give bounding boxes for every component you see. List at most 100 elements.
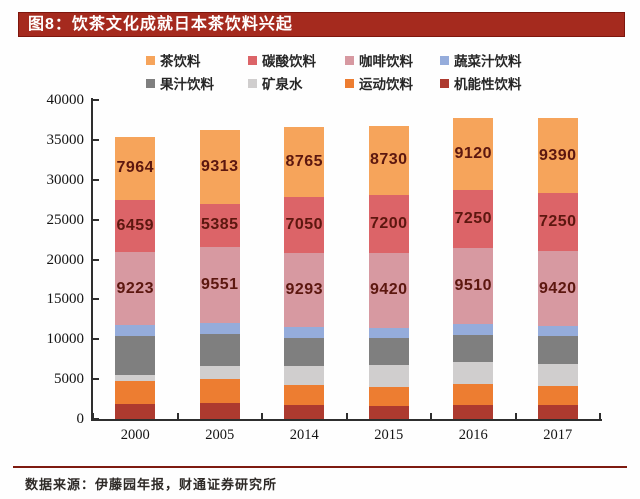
y-tick <box>93 378 99 381</box>
bar-value-label: 7250 <box>538 213 577 231</box>
x-tick <box>176 413 179 419</box>
bar-segment-functional-drinks <box>537 405 578 419</box>
x-tick <box>599 413 601 419</box>
x-axis-label: 2000 <box>120 427 150 443</box>
legend-label: 碳酸饮料 <box>262 54 316 69</box>
bar-segment-fruit-juice <box>537 336 578 365</box>
bar-segment-sports-drinks <box>199 379 240 404</box>
divider-line <box>13 466 627 468</box>
bar-segment-sports-drinks <box>537 385 578 406</box>
bar-segment-mineral-water <box>199 365 240 380</box>
bar-segment-coffee-drinks <box>453 248 494 324</box>
x-tick <box>345 413 348 419</box>
legend-label: 茶饮料 <box>160 54 201 69</box>
bar-segment-tea-drinks <box>368 125 409 196</box>
bar-value-label: 9223 <box>116 279 155 297</box>
legend-swatch-icon <box>146 78 155 88</box>
legend-item: 果汁饮料 <box>146 75 214 92</box>
legend-label: 机能性饮料 <box>454 77 522 92</box>
bar-value-label: 7200 <box>369 214 408 232</box>
bar-segment-carbonated-drinks <box>368 195 409 253</box>
bar-value-label: 9551 <box>200 275 239 293</box>
bar-value-label: 6459 <box>116 216 155 234</box>
y-axis-label: 35000 <box>46 131 85 148</box>
bar-segment-tea-drinks <box>284 127 325 197</box>
bar-segment-vegetable-juice <box>284 327 325 338</box>
legend-item: 运动饮料 <box>345 75 413 92</box>
legend-item: 茶饮料 <box>146 52 201 69</box>
legend-swatch-icon <box>248 78 257 88</box>
y-tick <box>93 338 99 341</box>
x-axis-line <box>91 419 602 421</box>
bar-segment-vegetable-juice <box>537 326 578 337</box>
bar-segment-vegetable-juice <box>453 323 494 336</box>
legend-swatch-icon <box>440 55 449 65</box>
data-source: 数据来源：伊藤园年报，财通证券研究所 <box>25 477 278 492</box>
y-tick <box>93 418 99 420</box>
bar-segment-mineral-water <box>115 375 156 382</box>
bar-value-label: 9293 <box>285 281 324 299</box>
bar-segment-functional-drinks <box>115 403 156 419</box>
y-tick <box>93 218 99 221</box>
bar-segment-tea-drinks <box>115 136 156 201</box>
legend-swatch-icon <box>440 78 449 88</box>
figure-title: 图8：饮茶文化成就日本茶饮料兴起 <box>28 16 293 33</box>
bar-value-label: 9420 <box>369 281 408 299</box>
bar-segment-carbonated-drinks <box>453 190 494 249</box>
bar-segment-sports-drinks <box>453 384 494 405</box>
bar-segment-coffee-drinks <box>115 251 156 326</box>
bar-segment-vegetable-juice <box>115 325 156 337</box>
y-axis-line <box>91 98 93 421</box>
bar-segment-vegetable-juice <box>199 322 240 334</box>
y-tick <box>93 178 99 181</box>
x-tick <box>261 413 263 419</box>
legend-label: 蔬菜汁饮料 <box>454 54 522 69</box>
x-tick <box>514 413 517 419</box>
legend-swatch-icon <box>345 78 354 88</box>
legend-swatch-icon <box>345 55 354 65</box>
x-tick <box>430 413 432 419</box>
bar-segment-fruit-juice <box>284 337 325 366</box>
bar-value-label: 7964 <box>116 159 155 177</box>
y-axis-label: 15000 <box>46 291 85 308</box>
y-axis-label: 10000 <box>46 331 85 348</box>
bar-segment-functional-drinks <box>284 405 325 419</box>
bar-segment-tea-drinks <box>537 118 578 194</box>
bar-value-label: 7250 <box>454 210 493 228</box>
bar-segment-mineral-water <box>368 365 409 388</box>
bar-segment-carbonated-drinks <box>537 193 578 252</box>
bar-segment-coffee-drinks <box>284 253 325 328</box>
x-tick <box>92 413 94 419</box>
y-tick <box>93 258 99 261</box>
x-axis-label: 2015 <box>374 427 404 443</box>
y-axis-label: 40000 <box>46 92 85 108</box>
bar-segment-carbonated-drinks <box>284 196 325 254</box>
bar-segment-functional-drinks <box>453 404 494 419</box>
legend-item: 机能性饮料 <box>440 75 522 92</box>
legend-item: 蔬菜汁饮料 <box>440 52 522 69</box>
bar-segment-coffee-drinks <box>368 252 409 328</box>
legend-label: 矿泉水 <box>262 77 303 92</box>
bar-segment-sports-drinks <box>368 387 409 407</box>
bar-value-label: 9313 <box>200 157 239 175</box>
y-axis-label: 30000 <box>46 171 85 188</box>
bar-segment-fruit-juice <box>115 336 156 376</box>
bar-segment-mineral-water <box>453 362 494 385</box>
bar-value-label: 9420 <box>538 279 577 297</box>
legend-label: 咖啡饮料 <box>359 54 413 69</box>
bar-value-label: 8730 <box>369 151 408 169</box>
x-axis-label: 2005 <box>205 427 235 443</box>
bar-value-label: 8765 <box>285 153 324 170</box>
bar-segment-sports-drinks <box>115 381 156 404</box>
y-tick <box>93 298 99 301</box>
bar-segment-mineral-water <box>284 365 325 386</box>
figure-title-bar: 图8：饮茶文化成就日本茶饮料兴起 <box>18 12 625 37</box>
bar-segment-vegetable-juice <box>368 327 409 339</box>
bar-segment-coffee-drinks <box>199 246 240 323</box>
bar-segment-tea-drinks <box>199 129 240 204</box>
legend-label: 果汁饮料 <box>160 77 214 92</box>
legend-label: 运动饮料 <box>359 77 413 92</box>
bar-segment-functional-drinks <box>199 403 240 419</box>
